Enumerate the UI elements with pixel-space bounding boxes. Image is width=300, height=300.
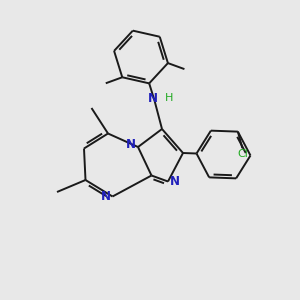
Text: N: N	[125, 137, 136, 151]
Text: Cl: Cl	[237, 149, 248, 159]
Text: H: H	[165, 93, 173, 103]
Text: N: N	[148, 92, 158, 105]
Text: N: N	[101, 190, 111, 203]
Text: N: N	[169, 175, 180, 188]
